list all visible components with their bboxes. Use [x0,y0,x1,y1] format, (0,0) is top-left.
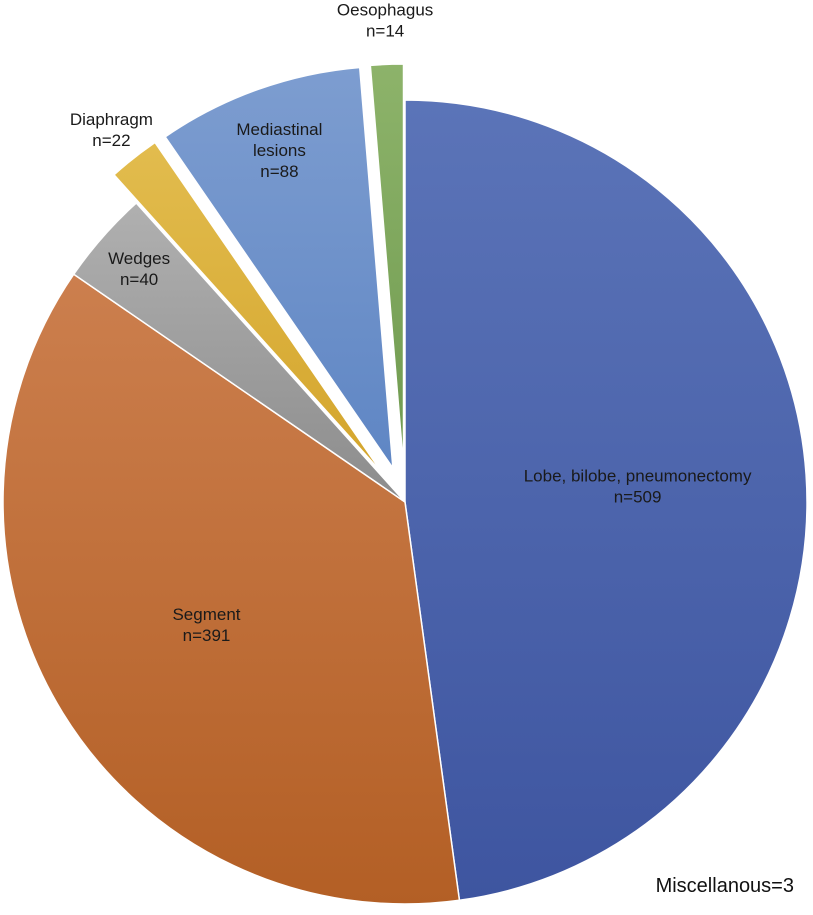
pie-slice-2 [72,201,406,503]
pie-slice-0 [404,99,808,902]
slice-label-2: Wedges n=40 [108,249,170,289]
slice-label-0: Lobe, bilobe, pneumonectomy n=509 [524,467,752,507]
pie-labels: Lobe, bilobe, pneumonectomy n=509 Segment n… [70,1,752,645]
pie-slice-3 [112,141,384,475]
pie-slices [2,63,808,905]
miscellaneous-note: Miscellanous=3 [656,875,794,897]
slice-label-1: Segment n=391 [172,605,240,645]
slice-label-3: Diaphragm n=22 [70,110,153,150]
slice-label-4: Mediastinal lesions n=88 [236,120,322,181]
slice-label-5: Oesophagus n=14 [337,1,433,41]
pie-slice-1 [2,273,461,905]
pie-slice-4 [164,66,394,471]
pie-slice-5 [369,63,405,467]
